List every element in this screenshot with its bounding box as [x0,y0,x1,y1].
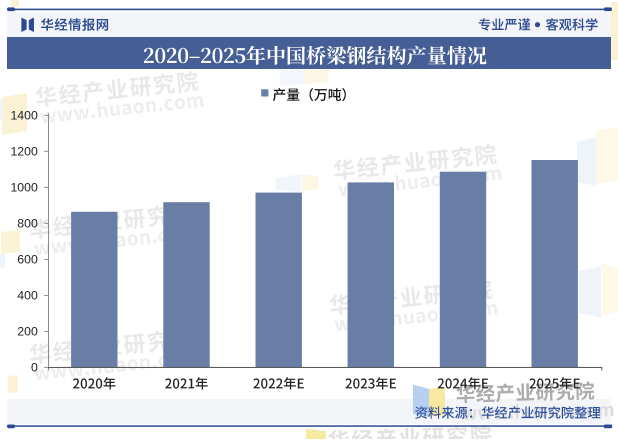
svg-text:600: 600 [17,253,38,267]
svg-text:200: 200 [17,325,38,339]
svg-text:800: 800 [17,217,38,231]
svg-text:1200: 1200 [10,145,38,159]
svg-text:400: 400 [17,289,38,303]
svg-text:1000: 1000 [10,181,38,195]
svg-text:0: 0 [31,361,38,375]
svg-text:1400: 1400 [10,109,38,123]
